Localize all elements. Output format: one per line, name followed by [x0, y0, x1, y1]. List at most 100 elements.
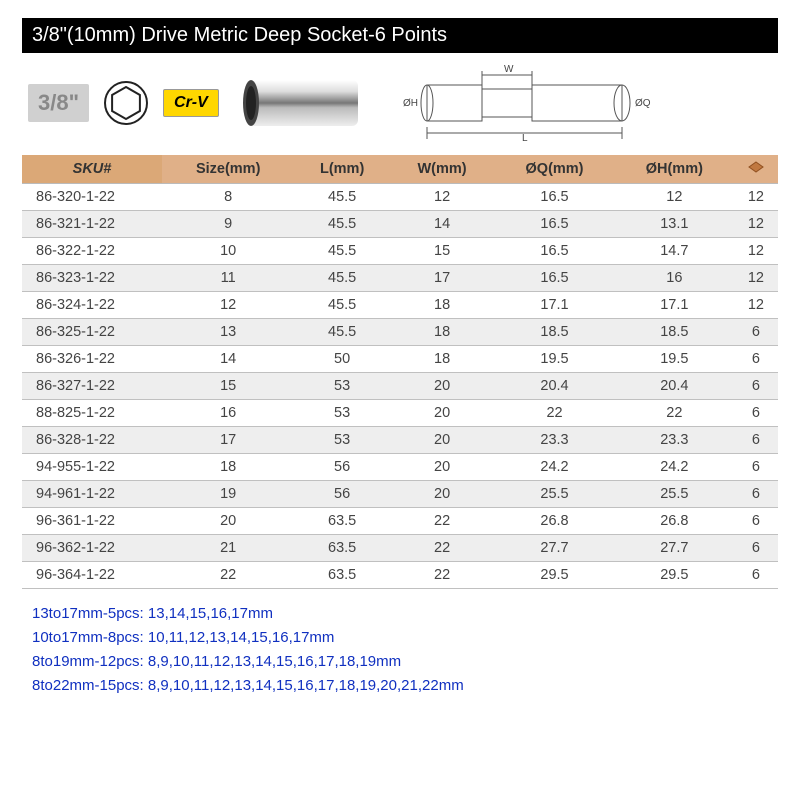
material-badge: Cr-V: [163, 89, 219, 117]
table-cell: 16.5: [494, 211, 615, 238]
diagram-label-w: W: [504, 64, 514, 75]
table-cell: 56: [294, 454, 390, 481]
table-cell: 19.5: [615, 346, 734, 373]
table-cell: 23.3: [615, 427, 734, 454]
table-cell: 12: [390, 184, 494, 211]
table-cell: 12: [162, 292, 294, 319]
table-row: 86-323-1-221145.51716.51612: [22, 265, 778, 292]
table-row: 96-364-1-222263.52229.529.56: [22, 562, 778, 589]
table-header: Size(mm): [162, 155, 294, 184]
hex-icon: [103, 80, 149, 126]
table-cell: 16: [615, 265, 734, 292]
table-cell: 19.5: [494, 346, 615, 373]
table-cell: 27.7: [615, 535, 734, 562]
table-cell: 6: [734, 373, 778, 400]
set-line: 8to22mm-15pcs: 8,9,10,11,12,13,14,15,16,…: [32, 677, 778, 694]
table-row: 86-328-1-2217532023.323.36: [22, 427, 778, 454]
table-cell: 50: [294, 346, 390, 373]
table-cell: 21: [162, 535, 294, 562]
table-cell: 86-323-1-22: [22, 265, 162, 292]
set-line: 13to17mm-5pcs: 13,14,15,16,17mm: [32, 605, 778, 622]
dimension-diagram: W L ØH ØQ: [387, 63, 657, 143]
table-cell: 53: [294, 373, 390, 400]
table-cell: 20: [390, 454, 494, 481]
table-cell: 24.2: [615, 454, 734, 481]
table-cell: 25.5: [615, 481, 734, 508]
table-cell: 11: [162, 265, 294, 292]
table-cell: 56: [294, 481, 390, 508]
table-cell: 22: [390, 508, 494, 535]
table-cell: 25.5: [494, 481, 615, 508]
set-line: 8to19mm-12pcs: 8,9,10,11,12,13,14,15,16,…: [32, 653, 778, 670]
table-cell: 20: [390, 427, 494, 454]
table-cell: 13: [162, 319, 294, 346]
diagram-label-h: ØH: [403, 98, 418, 109]
table-cell: 86-328-1-22: [22, 427, 162, 454]
table-cell: 16.5: [494, 184, 615, 211]
table-cell: 96-364-1-22: [22, 562, 162, 589]
table-cell: 17.1: [494, 292, 615, 319]
table-row: 86-320-1-22845.51216.51212: [22, 184, 778, 211]
table-header: ØQ(mm): [494, 155, 615, 184]
table-row: 86-324-1-221245.51817.117.112: [22, 292, 778, 319]
table-cell: 15: [162, 373, 294, 400]
table-cell: 16.5: [494, 238, 615, 265]
table-cell: 6: [734, 562, 778, 589]
table-cell: 6: [734, 346, 778, 373]
info-row: 3/8" Cr-V: [22, 63, 778, 143]
table-header: SKU#: [22, 155, 162, 184]
table-cell: 20: [390, 400, 494, 427]
table-row: 88-825-1-2216532022226: [22, 400, 778, 427]
table-row: 86-325-1-221345.51818.518.56: [22, 319, 778, 346]
table-row: 94-955-1-2218562024.224.26: [22, 454, 778, 481]
table-row: 96-362-1-222163.52227.727.76: [22, 535, 778, 562]
table-header: W(mm): [390, 155, 494, 184]
table-cell: 20: [390, 481, 494, 508]
table-cell: 19: [162, 481, 294, 508]
table-row: 96-361-1-222063.52226.826.86: [22, 508, 778, 535]
table-cell: 45.5: [294, 184, 390, 211]
page-title: 3/8"(10mm) Drive Metric Deep Socket-6 Po…: [22, 18, 778, 53]
table-cell: 8: [162, 184, 294, 211]
table-cell: 29.5: [615, 562, 734, 589]
diagram-label-l: L: [522, 133, 528, 143]
drive-size-badge: 3/8": [28, 84, 89, 122]
table-cell: 96-362-1-22: [22, 535, 162, 562]
table-row: 94-961-1-2219562025.525.56: [22, 481, 778, 508]
table-cell: 20: [162, 508, 294, 535]
table-cell: 24.2: [494, 454, 615, 481]
table-cell: 6: [734, 535, 778, 562]
table-cell: 86-324-1-22: [22, 292, 162, 319]
table-header: ØH(mm): [615, 155, 734, 184]
table-cell: 45.5: [294, 265, 390, 292]
table-cell: 63.5: [294, 535, 390, 562]
set-list: 13to17mm-5pcs: 13,14,15,16,17mm10to17mm-…: [22, 605, 778, 694]
table-cell: 22: [615, 400, 734, 427]
table-cell: 94-955-1-22: [22, 454, 162, 481]
table-cell: 22: [390, 535, 494, 562]
table-cell: 86-325-1-22: [22, 319, 162, 346]
table-cell: 18: [390, 319, 494, 346]
table-cell: 18: [390, 292, 494, 319]
table-header: [734, 155, 778, 184]
table-cell: 20.4: [494, 373, 615, 400]
table-cell: 14.7: [615, 238, 734, 265]
table-cell: 22: [494, 400, 615, 427]
table-cell: 17: [162, 427, 294, 454]
table-cell: 12: [734, 184, 778, 211]
table-cell: 18.5: [615, 319, 734, 346]
table-cell: 12: [734, 211, 778, 238]
table-cell: 53: [294, 427, 390, 454]
table-cell: 12: [615, 184, 734, 211]
table-cell: 12: [734, 238, 778, 265]
table-cell: 53: [294, 400, 390, 427]
table-cell: 6: [734, 400, 778, 427]
table-row: 86-322-1-221045.51516.514.712: [22, 238, 778, 265]
table-cell: 45.5: [294, 211, 390, 238]
table-cell: 17: [390, 265, 494, 292]
table-cell: 86-321-1-22: [22, 211, 162, 238]
table-cell: 14: [390, 211, 494, 238]
diagram-label-q: ØQ: [635, 98, 651, 109]
table-cell: 18.5: [494, 319, 615, 346]
table-cell: 18: [390, 346, 494, 373]
